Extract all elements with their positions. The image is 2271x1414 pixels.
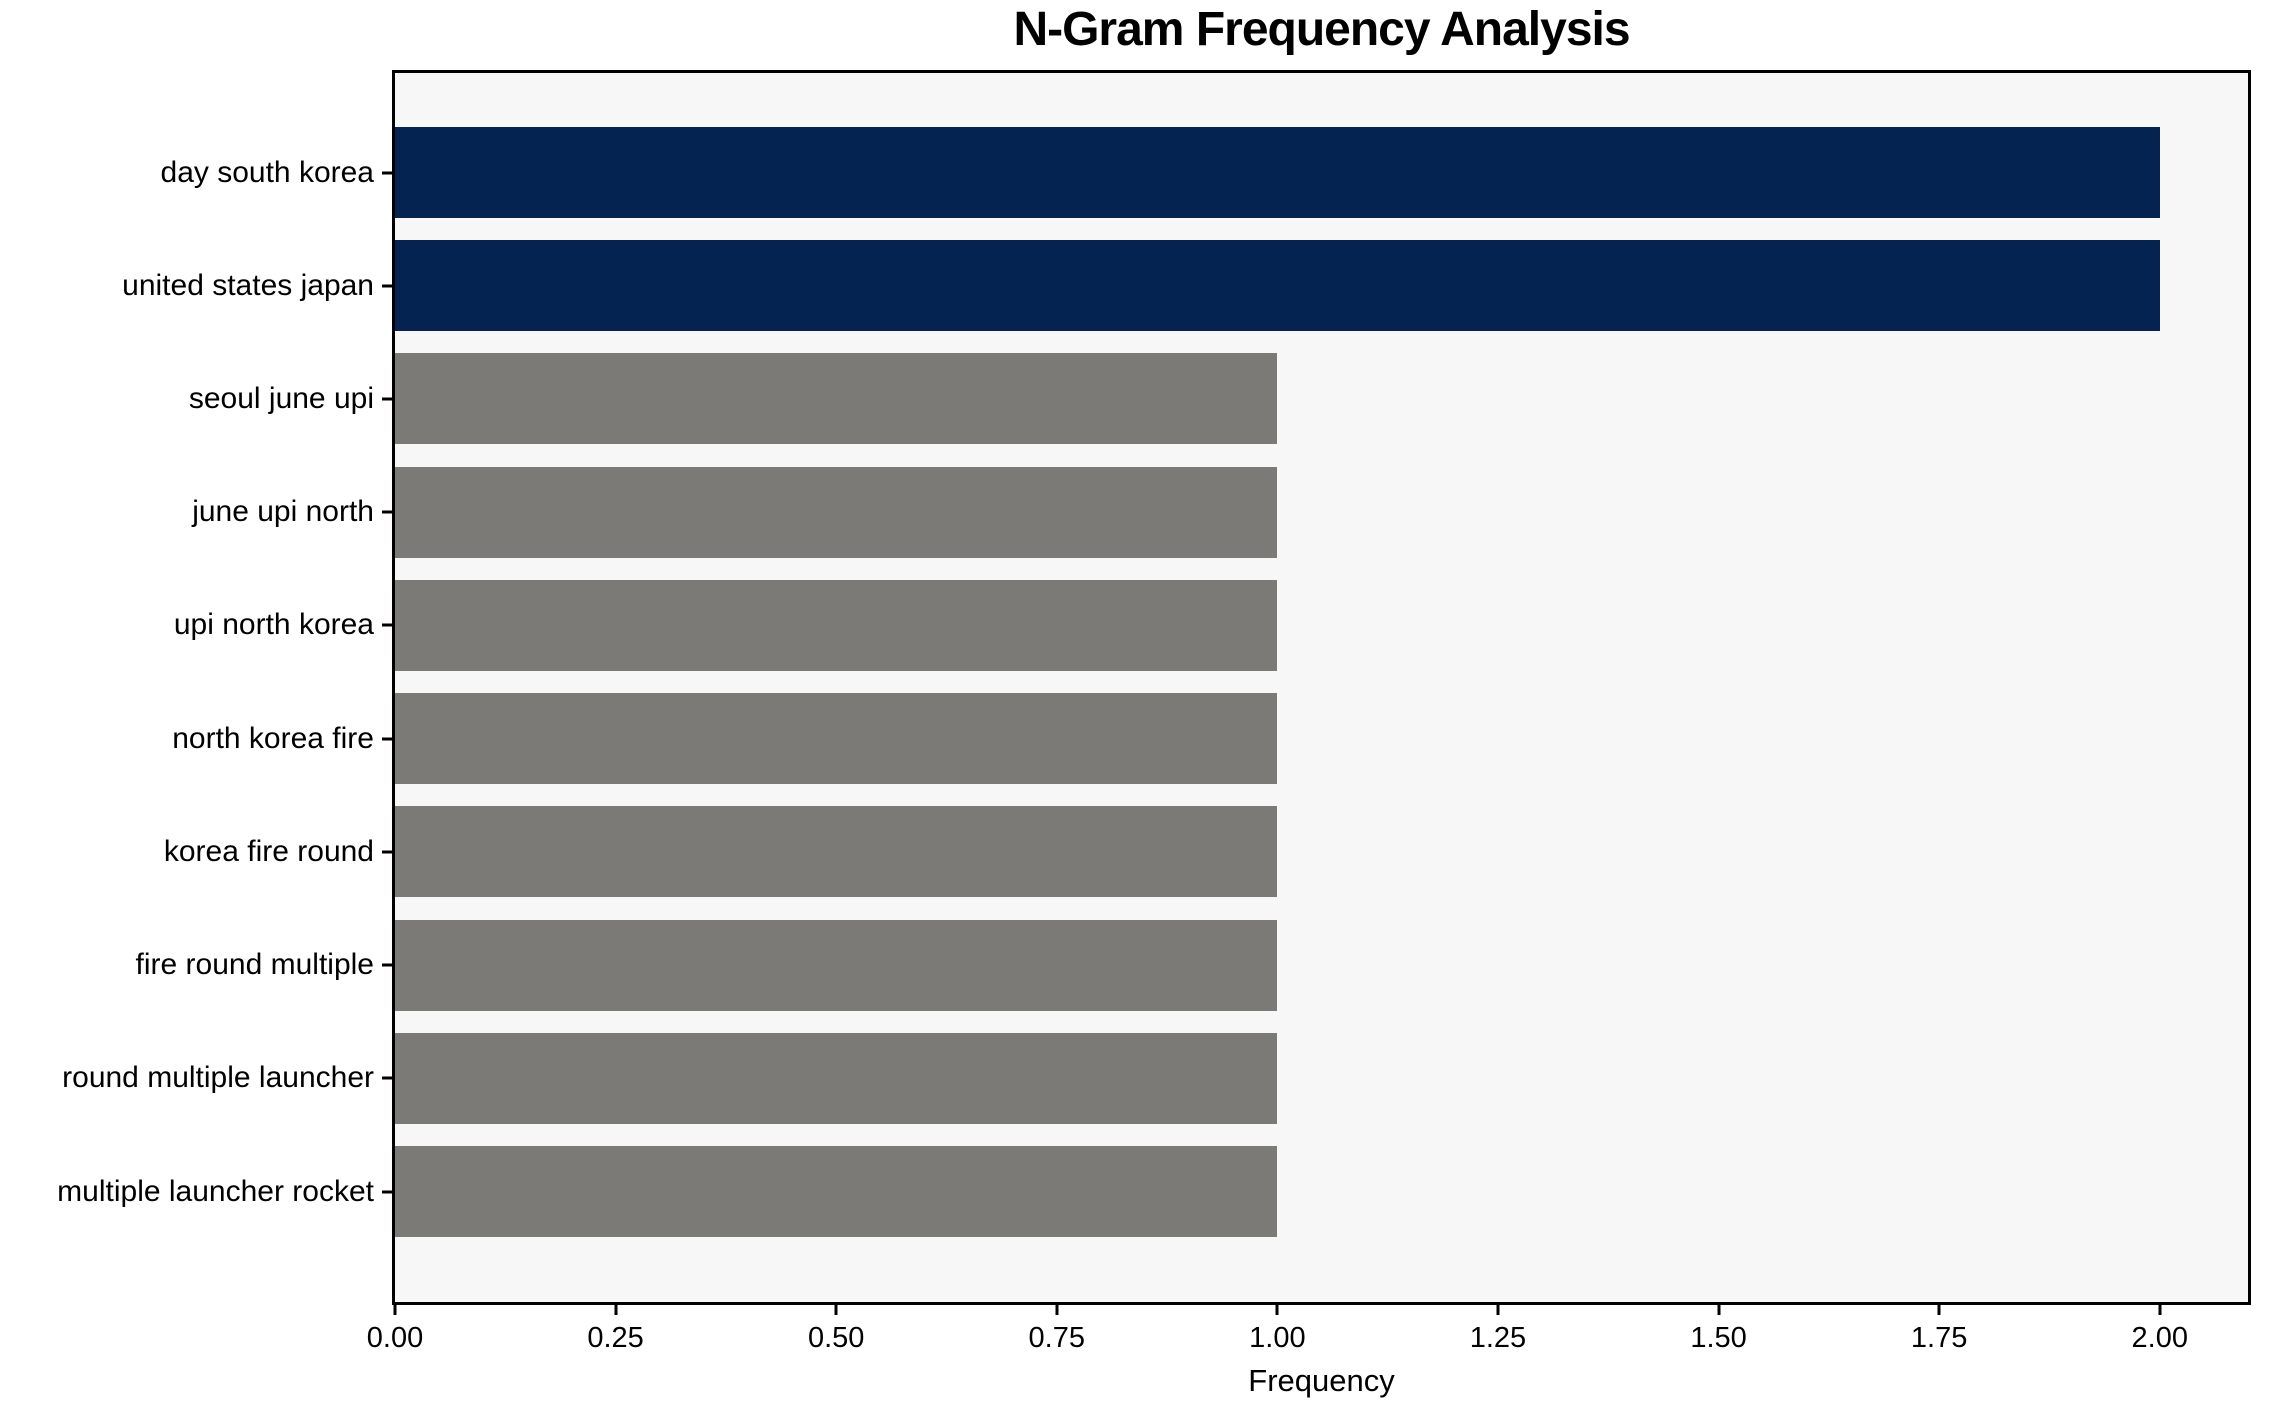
x-tick-mark bbox=[1717, 1305, 1721, 1315]
x-tick-mark bbox=[1937, 1305, 1941, 1315]
y-tick-label: korea fire round bbox=[163, 834, 374, 868]
bar-upi-north-korea bbox=[395, 579, 1278, 671]
y-tick-mark bbox=[382, 1190, 392, 1193]
y-tick-mark bbox=[382, 737, 392, 741]
y-tick-label: june upi north bbox=[192, 495, 374, 529]
y-tick-mark bbox=[382, 510, 392, 514]
bar-row bbox=[395, 693, 2248, 785]
y-tick-label: united states japan bbox=[122, 268, 374, 302]
y-tick-label: seoul june upi bbox=[188, 381, 374, 415]
bar-fire-round-multiple bbox=[395, 919, 1278, 1011]
bar-round-multiple-launcher bbox=[395, 1032, 1278, 1124]
x-tick-mark bbox=[393, 1305, 397, 1315]
bars-container bbox=[395, 127, 2248, 1237]
y-tick-label: fire round multiple bbox=[135, 948, 374, 982]
x-tick-label: 1.00 bbox=[1249, 1322, 1306, 1354]
y-tick-label: day south korea bbox=[160, 155, 374, 189]
x-tick-label: 0.00 bbox=[366, 1322, 424, 1354]
x-tick-label: 1.75 bbox=[1910, 1322, 1968, 1354]
x-tick-label: 1.50 bbox=[1690, 1322, 1747, 1354]
y-tick-mark bbox=[382, 623, 392, 627]
x-tick-label: 0.50 bbox=[807, 1322, 865, 1354]
bar-row bbox=[395, 466, 2248, 558]
bar-seoul-june-upi bbox=[395, 353, 1278, 445]
x-tick-label: 0.25 bbox=[587, 1322, 644, 1354]
bar-north-korea-fire bbox=[395, 693, 1278, 785]
y-tick-label: multiple launcher rocket bbox=[57, 1174, 374, 1208]
bar-row bbox=[395, 1145, 2248, 1237]
y-tick-label: upi north korea bbox=[173, 608, 374, 642]
x-tick-mark bbox=[1496, 1305, 1500, 1315]
y-tick-mark bbox=[382, 397, 392, 401]
bar-multiple-launcher-rocket bbox=[395, 1145, 1278, 1237]
x-tick-mark bbox=[1055, 1305, 1059, 1315]
bar-row bbox=[395, 1032, 2248, 1124]
y-tick-mark bbox=[382, 850, 392, 854]
bar-row bbox=[395, 579, 2248, 671]
x-tick-mark bbox=[834, 1305, 838, 1315]
bar-row bbox=[395, 806, 2248, 898]
y-tick-label: round multiple launcher bbox=[62, 1061, 374, 1095]
x-axis-label: Frequency bbox=[1248, 1363, 1395, 1398]
y-tick-mark bbox=[382, 963, 392, 967]
x-tick-mark bbox=[2158, 1305, 2162, 1315]
bar-row bbox=[395, 240, 2248, 332]
x-tick-label: 1.25 bbox=[1469, 1322, 1527, 1354]
y-tick-mark bbox=[382, 171, 392, 174]
bar-day-south-korea bbox=[395, 127, 2160, 218]
bar-korea-fire-round bbox=[395, 806, 1278, 898]
plot-area bbox=[392, 70, 2251, 1305]
x-tick-label: 2.00 bbox=[2131, 1322, 2188, 1354]
bar-row bbox=[395, 127, 2248, 218]
y-tick-label: north korea fire bbox=[172, 721, 374, 755]
bar-united-states-japan bbox=[395, 240, 2160, 332]
bar-row bbox=[395, 919, 2248, 1011]
x-tick-mark bbox=[614, 1305, 618, 1315]
x-tick-mark bbox=[1275, 1305, 1279, 1315]
x-tick-label: 0.75 bbox=[1028, 1322, 1086, 1354]
bar-row bbox=[395, 353, 2248, 445]
chart-title: N-Gram Frequency Analysis bbox=[1013, 3, 1630, 56]
bar-june-upi-north bbox=[395, 466, 1278, 558]
y-tick-mark bbox=[382, 284, 392, 288]
y-tick-mark bbox=[382, 1076, 392, 1080]
